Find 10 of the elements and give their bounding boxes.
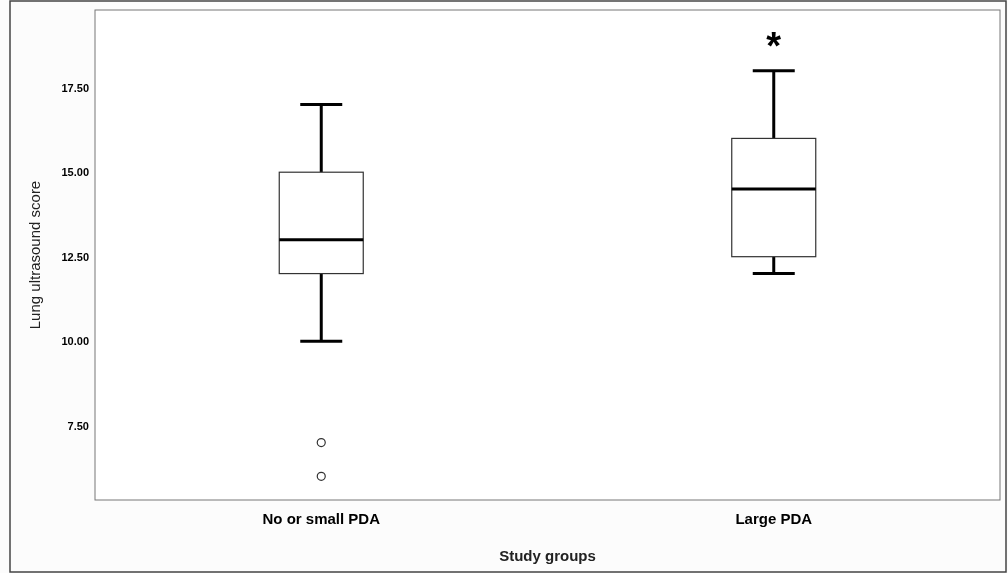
x-axis-title: Study groups — [499, 547, 596, 564]
y-tick-label: 12.50 — [61, 250, 89, 263]
x-tick-label: No or small PDA — [262, 510, 381, 527]
x-tick-label: Large PDA — [735, 510, 813, 527]
y-tick-label: 10.00 — [61, 335, 89, 348]
y-tick-label: 15.00 — [61, 166, 89, 179]
y-tick-label: 17.50 — [61, 81, 89, 94]
y-axis-title: Lung ultrasound score — [26, 180, 43, 330]
annotation: * — [766, 24, 782, 67]
y-tick-label: 7.50 — [67, 419, 89, 432]
